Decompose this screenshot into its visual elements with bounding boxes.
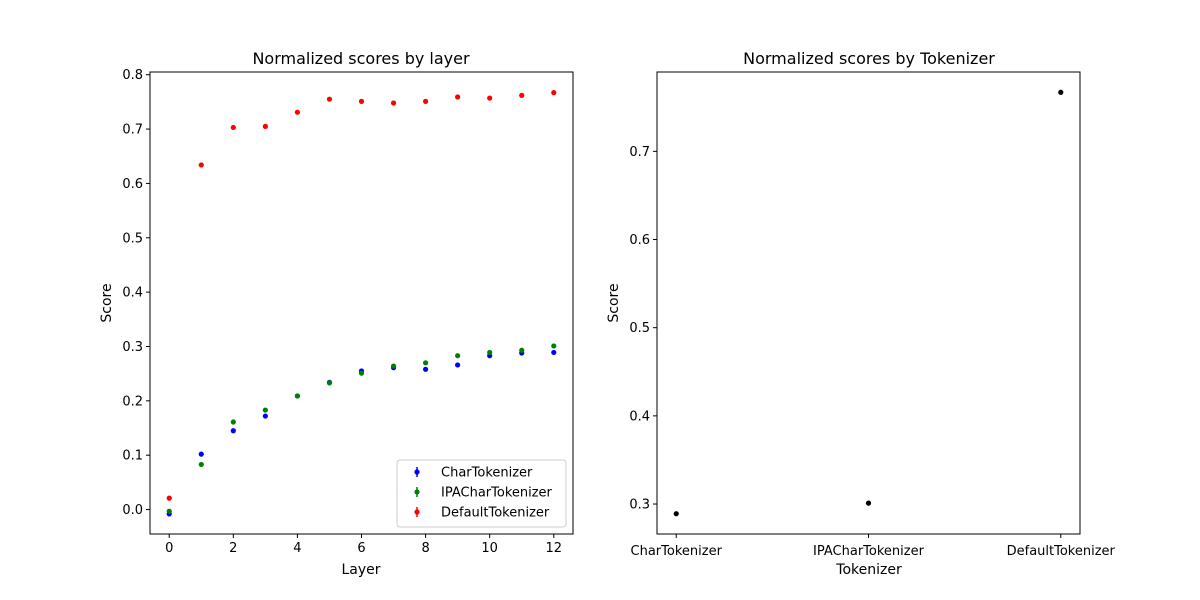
data-point-IPACharTokenizer-3 bbox=[262, 407, 268, 413]
y-tick-label: 0.6 bbox=[122, 177, 143, 192]
y-tick-label: 0.4 bbox=[629, 409, 650, 424]
x-tick-label: 4 bbox=[293, 541, 301, 556]
data-points bbox=[166, 90, 557, 517]
y-tick-label: 0.4 bbox=[122, 286, 143, 301]
data-point-DefaultTokenizer-12 bbox=[551, 90, 557, 96]
x-tick-label: 10 bbox=[481, 541, 498, 556]
y-axis-ticks: 0.3 0.4 0.5 0.6 0.7 bbox=[629, 145, 657, 513]
data-point-DefaultTokenizer-3 bbox=[262, 123, 268, 129]
x-tick-label: CharTokenizer bbox=[631, 544, 723, 559]
data-point-IPACharTokenizer-11 bbox=[519, 347, 525, 353]
data-point-DefaultTokenizer-1 bbox=[198, 162, 204, 168]
plot-frame bbox=[149, 71, 574, 535]
chart-tokenizer-scores: Normalized scores by Tokenizer Tokenizer… bbox=[606, 49, 1116, 578]
x-tick-label: 8 bbox=[421, 541, 429, 556]
data-point-IPACharTokenizer-4 bbox=[294, 393, 301, 399]
x-tick-label: 0 bbox=[165, 541, 173, 556]
data-point-IPACharTokenizer-1 bbox=[198, 461, 204, 468]
legend-marker-IPACharTokenizer bbox=[414, 489, 420, 495]
data-point-IPACharTokenizer bbox=[865, 500, 872, 506]
data-point-DefaultTokenizer-4 bbox=[294, 109, 301, 115]
x-axis-ticks: 0 2 4 6 8 10 12 bbox=[165, 534, 562, 556]
data-point-IPACharTokenizer-2 bbox=[230, 419, 236, 425]
data-point-DefaultTokenizer-5 bbox=[326, 96, 333, 102]
legend-label-DefaultTokenizer: DefaultTokenizer bbox=[441, 506, 550, 521]
data-point-DefaultTokenizer-9 bbox=[455, 94, 461, 100]
data-point-CharTokenizer-8 bbox=[422, 366, 429, 372]
data-point-DefaultTokenizer-10 bbox=[487, 95, 493, 101]
y-axis-label: Score bbox=[606, 283, 622, 322]
legend-box bbox=[396, 459, 567, 528]
data-point-CharTokenizer-1 bbox=[198, 451, 204, 457]
y-tick-label: 0.7 bbox=[122, 123, 143, 138]
y-tick-label: 0.5 bbox=[629, 321, 650, 336]
y-tick-label: 0.2 bbox=[122, 394, 143, 409]
data-points bbox=[673, 89, 1064, 517]
data-point-IPACharTokenizer-0 bbox=[166, 508, 172, 514]
data-point-DefaultTokenizer-6 bbox=[358, 98, 365, 104]
y-tick-label: 0.3 bbox=[122, 340, 143, 355]
y-axis-label: Score bbox=[99, 283, 115, 322]
data-point-IPACharTokenizer-9 bbox=[455, 353, 461, 359]
plot-frame bbox=[656, 71, 1081, 535]
y-tick-label: 0.7 bbox=[629, 145, 650, 160]
legend: CharTokenizer IPACharTokenizer DefaultToke… bbox=[396, 459, 567, 528]
chart-title: Normalized scores by Tokenizer bbox=[743, 49, 995, 68]
data-point-DefaultTokenizer-0 bbox=[166, 495, 172, 501]
y-tick-label: 0.5 bbox=[122, 231, 143, 246]
x-tick-label: 6 bbox=[357, 541, 365, 556]
y-axis-ticks: 0.0 0.1 0.2 0.3 0.4 0.5 0.6 0.7 0.8 bbox=[122, 68, 150, 518]
y-tick-label: 0.6 bbox=[629, 233, 650, 248]
data-point-DefaultTokenizer bbox=[1058, 89, 1064, 95]
x-tick-label: 12 bbox=[545, 541, 562, 556]
data-point-CharTokenizer-12 bbox=[551, 349, 557, 356]
data-point-IPACharTokenizer-8 bbox=[422, 360, 429, 366]
chart-layer-scores: Normalized scores by layer Layer Score 0… bbox=[99, 49, 574, 578]
x-tick-label: DefaultTokenizer bbox=[1007, 544, 1116, 559]
x-tick-label: 2 bbox=[229, 541, 237, 556]
y-tick-label: 0.8 bbox=[122, 68, 143, 83]
data-point-IPACharTokenizer-5 bbox=[326, 380, 333, 386]
x-axis-label: Tokenizer bbox=[835, 562, 902, 578]
data-point-IPACharTokenizer-10 bbox=[487, 349, 493, 356]
legend-marker-DefaultTokenizer bbox=[414, 509, 420, 515]
data-point-CharTokenizer-2 bbox=[230, 428, 236, 434]
x-axis-ticks: CharTokenizer IPACharTokenizer DefaultToke… bbox=[631, 534, 1116, 559]
data-point-CharTokenizer-3 bbox=[262, 413, 268, 419]
x-tick-label: IPACharTokenizer bbox=[813, 544, 925, 559]
data-point-CharTokenizer-9 bbox=[455, 362, 461, 368]
y-tick-label: 0.1 bbox=[122, 449, 143, 464]
data-point-IPACharTokenizer-12 bbox=[551, 343, 557, 349]
legend-marker-CharTokenizer bbox=[414, 469, 420, 475]
data-point-DefaultTokenizer-11 bbox=[519, 92, 525, 98]
legend-label-CharTokenizer: CharTokenizer bbox=[441, 466, 533, 481]
chart-title: Normalized scores by layer bbox=[252, 49, 470, 68]
data-point-DefaultTokenizer-7 bbox=[390, 100, 397, 106]
data-point-DefaultTokenizer-8 bbox=[422, 98, 429, 104]
y-tick-label: 0.3 bbox=[629, 498, 650, 513]
data-point-CharTokenizer bbox=[673, 511, 679, 517]
data-point-IPACharTokenizer-6 bbox=[358, 370, 365, 376]
data-point-DefaultTokenizer-2 bbox=[230, 124, 236, 131]
data-point-IPACharTokenizer-7 bbox=[390, 363, 397, 369]
y-tick-label: 0.0 bbox=[122, 503, 143, 518]
legend-label-IPACharTokenizer: IPACharTokenizer bbox=[441, 486, 553, 501]
x-axis-label: Layer bbox=[341, 562, 380, 578]
